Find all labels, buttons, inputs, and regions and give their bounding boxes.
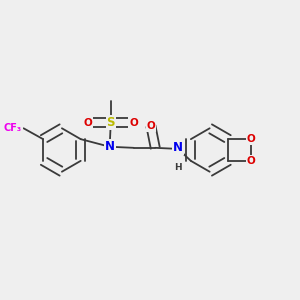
Text: O: O [129, 118, 138, 128]
Text: S: S [106, 116, 115, 129]
Text: CF₃: CF₃ [4, 123, 22, 133]
Text: O: O [84, 118, 92, 128]
Text: H: H [174, 163, 182, 172]
Text: O: O [146, 121, 155, 131]
Text: O: O [247, 134, 256, 144]
Text: O: O [247, 156, 256, 166]
Text: N: N [173, 141, 183, 154]
Text: N: N [105, 140, 115, 153]
